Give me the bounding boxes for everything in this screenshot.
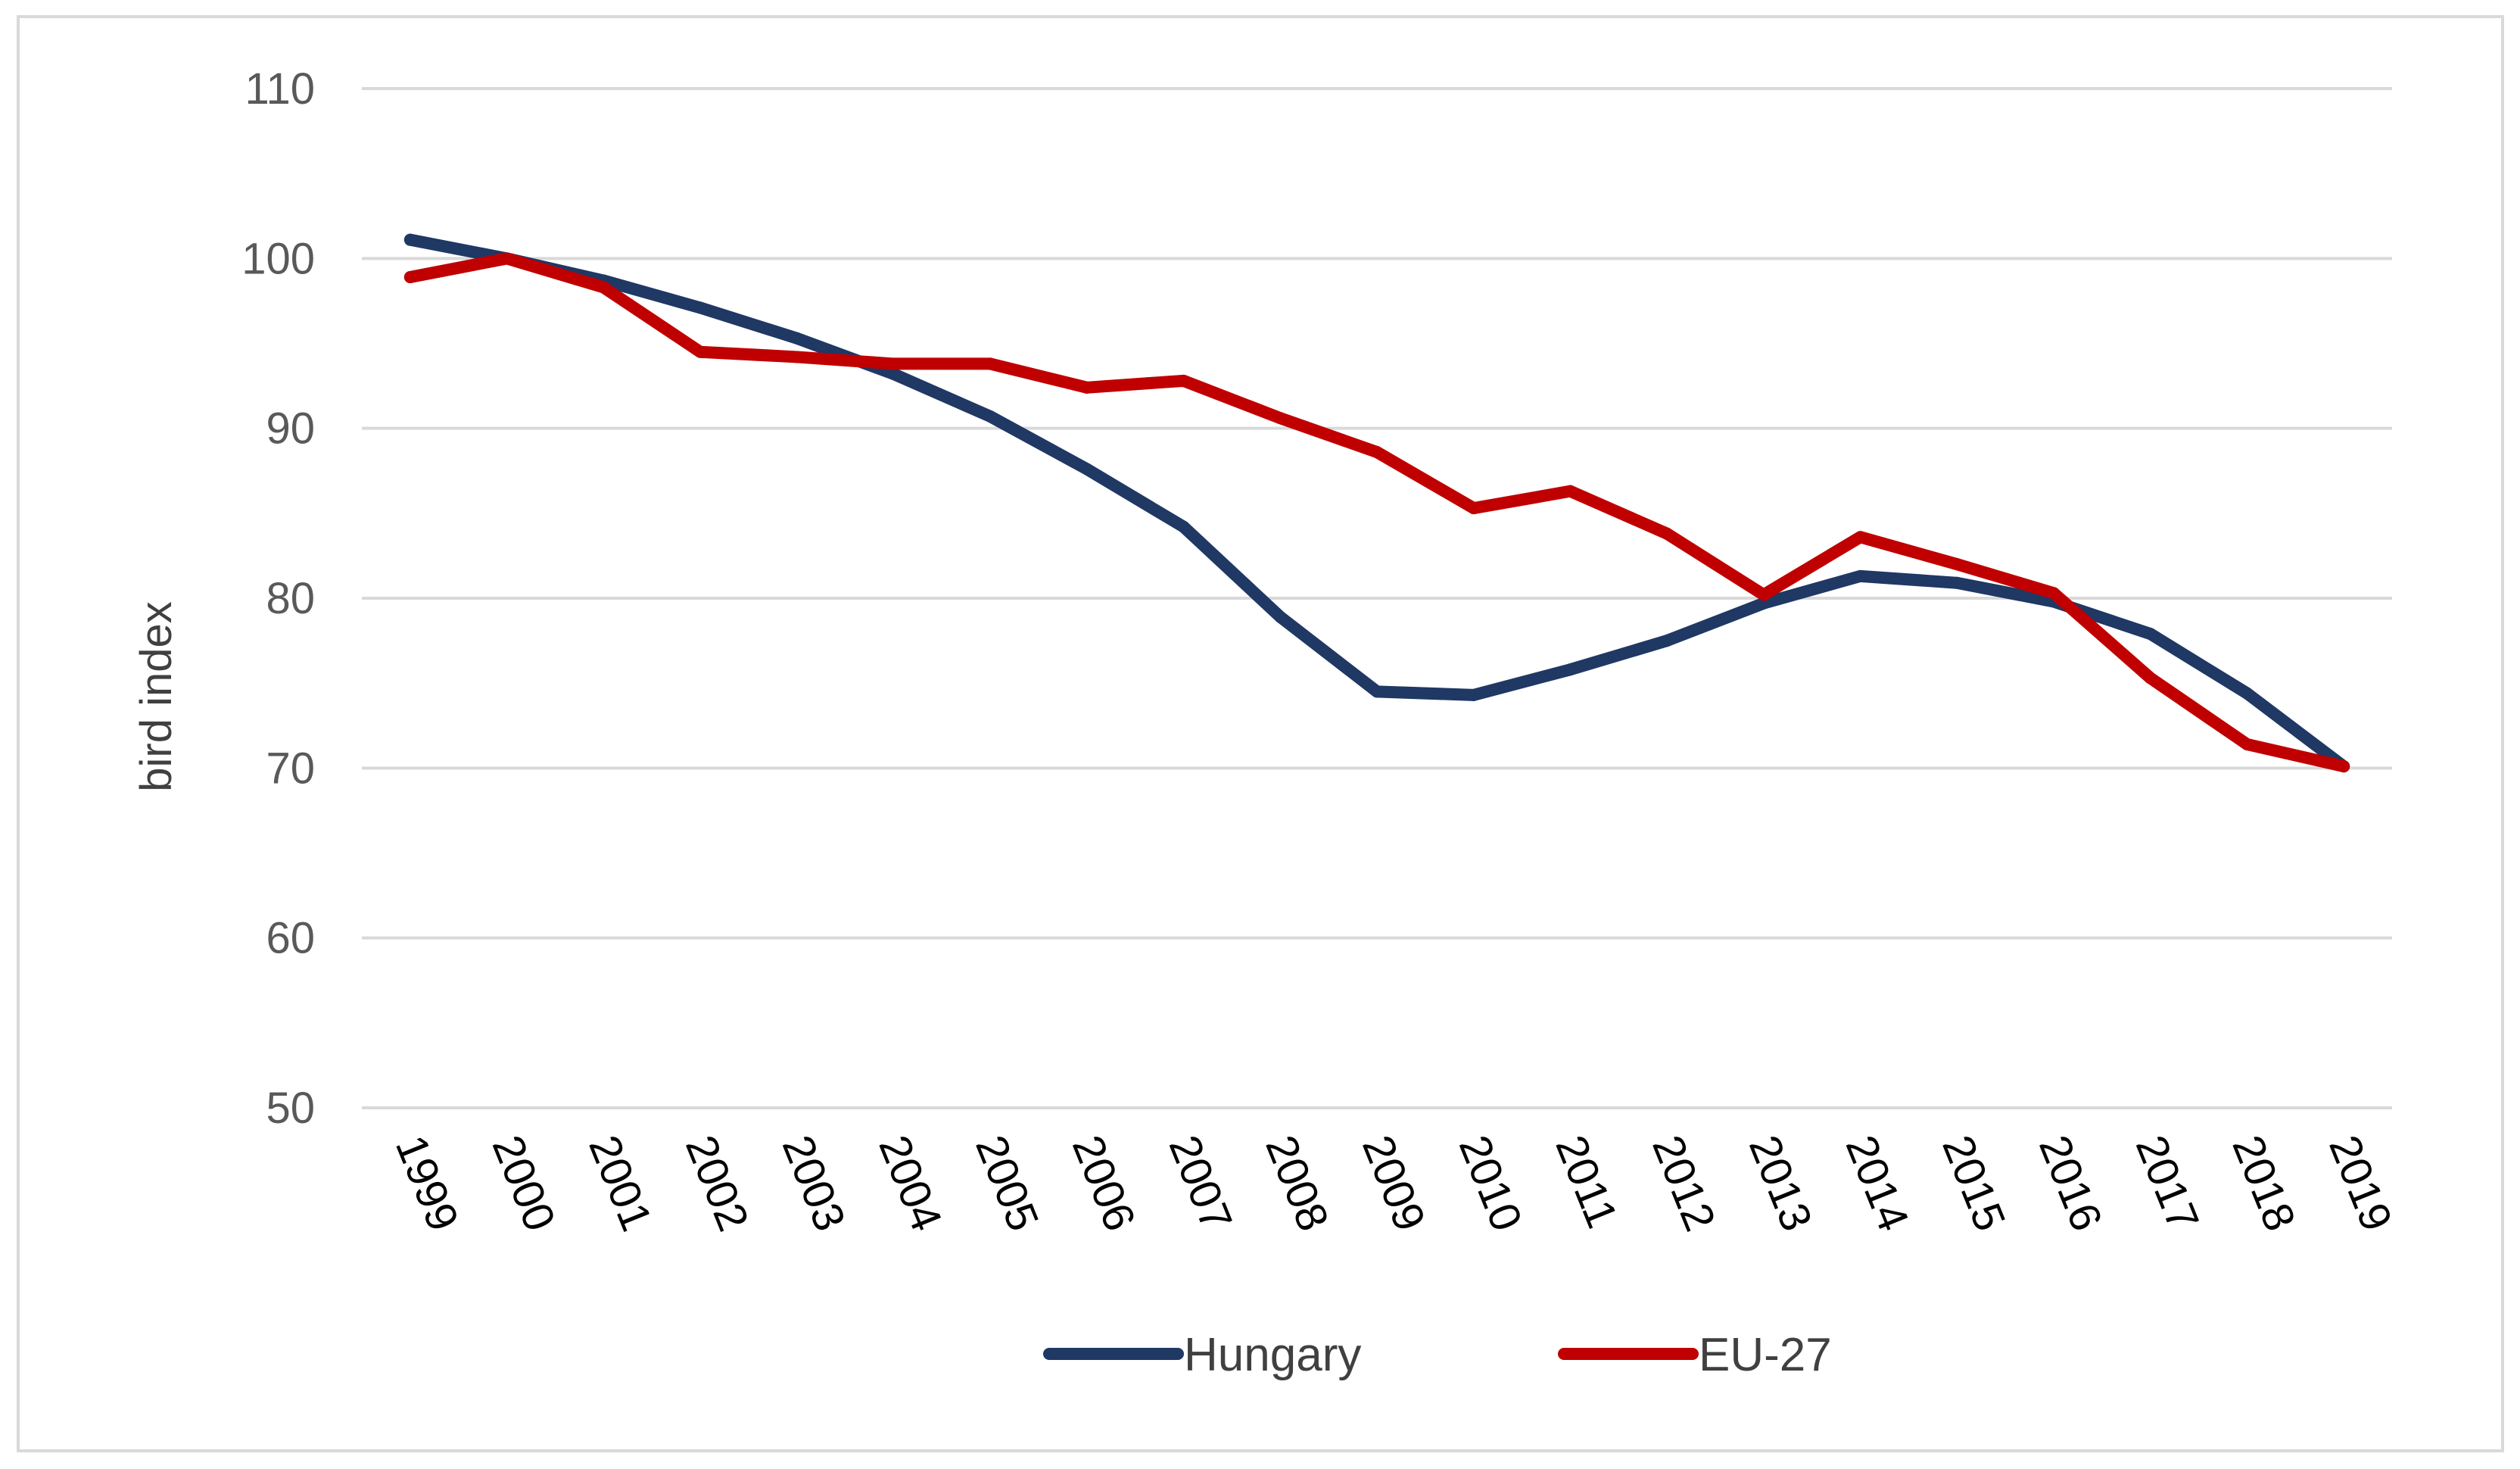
data-point-eu-27	[790, 351, 803, 363]
data-point-eu-27	[984, 357, 997, 370]
data-point-hungary	[694, 301, 706, 314]
data-point-hungary	[1467, 688, 1480, 701]
x-tick-label: 2015	[1933, 1129, 2015, 1238]
data-point-eu-27	[2338, 760, 2350, 773]
data-point-eu-27	[2144, 672, 2157, 685]
x-tick-label: 2012	[1643, 1129, 1725, 1238]
x-tick-label: 1999	[386, 1129, 469, 1238]
x-tick-label: 2010	[1450, 1129, 1532, 1238]
data-point-hungary	[1757, 597, 1770, 610]
x-tick-label: 2000	[483, 1129, 565, 1238]
data-point-eu-27	[500, 252, 513, 265]
x-tick-label: 2018	[2223, 1129, 2305, 1238]
x-tick-label: 2017	[2126, 1129, 2209, 1238]
data-point-hungary	[1564, 663, 1577, 676]
y-axis-ticks: 50 60 70 80 90 100 110	[241, 64, 315, 1133]
series-lines	[403, 233, 2350, 773]
data-point-hungary	[984, 410, 997, 423]
data-point-eu-27	[403, 271, 416, 284]
y-axis-title: bird index	[132, 601, 181, 791]
data-point-eu-27	[887, 357, 900, 370]
data-point-hungary	[403, 233, 416, 246]
x-tick-label: 2011	[1546, 1129, 1627, 1235]
data-point-hungary	[790, 332, 803, 345]
x-tick-label: 2007	[1160, 1129, 1242, 1238]
data-point-hungary	[2241, 687, 2254, 700]
data-point-eu-27	[1951, 558, 1964, 571]
data-point-hungary	[1854, 569, 1867, 582]
data-point-eu-27	[2048, 587, 2060, 600]
data-point-eu-27	[694, 345, 706, 358]
data-point-hungary	[887, 367, 900, 380]
gridlines	[362, 87, 2392, 1109]
y-tick-label: 90	[266, 404, 315, 454]
data-point-eu-27	[1371, 446, 1383, 459]
data-point-hungary	[1661, 635, 1674, 647]
data-point-hungary	[1274, 610, 1287, 623]
data-point-eu-27	[1564, 485, 1577, 497]
legend-label: Hungary	[1184, 1329, 1361, 1381]
data-point-hungary	[1951, 576, 1964, 589]
x-tick-label: 2008	[1256, 1129, 1338, 1238]
x-tick-label: 2016	[2029, 1129, 2112, 1238]
y-tick-label: 60	[266, 914, 315, 963]
data-point-eu-27	[1661, 527, 1674, 540]
x-tick-label: 2005	[966, 1129, 1048, 1238]
data-point-eu-27	[1467, 502, 1480, 515]
legend-label: EU-27	[1699, 1329, 1832, 1381]
y-tick-label: 110	[245, 64, 315, 114]
data-point-hungary	[1080, 463, 1093, 476]
data-point-eu-27	[1177, 374, 1190, 387]
data-point-eu-27	[2241, 738, 2254, 750]
x-tick-label: 2002	[676, 1129, 758, 1238]
x-tick-label: 2006	[1063, 1129, 1145, 1238]
data-point-hungary	[2144, 628, 2157, 641]
data-point-hungary	[1371, 685, 1383, 698]
data-point-eu-27	[597, 281, 610, 294]
chart-frame: 50 60 70 80 90 100 110 1999 2000 2001 2002 2003 200…	[17, 15, 2504, 1452]
y-tick-label: 80	[266, 574, 315, 623]
x-tick-label: 2014	[1836, 1129, 1919, 1238]
data-point-hungary	[1177, 520, 1190, 533]
data-point-eu-27	[1080, 381, 1093, 394]
y-tick-label: 50	[266, 1084, 315, 1133]
x-tick-label: 2004	[869, 1129, 952, 1238]
y-tick-label: 100	[241, 234, 315, 283]
x-tick-label: 2019	[2319, 1129, 2402, 1238]
data-point-eu-27	[1854, 531, 1867, 544]
x-tick-label: 2003	[773, 1129, 855, 1238]
x-axis-ticks: 1999 2000 2001 2002 2003 2004 2005 2006 2007 2008…	[386, 1129, 2402, 1238]
legend: Hungary EU-27	[1043, 1329, 1832, 1381]
x-tick-label: 2001	[579, 1129, 662, 1238]
x-tick-label: 2009	[1353, 1129, 1435, 1238]
data-point-eu-27	[1757, 588, 1770, 601]
y-tick-label: 70	[266, 744, 315, 793]
x-tick-label: 2013	[1740, 1129, 1822, 1238]
data-point-eu-27	[1274, 412, 1287, 425]
